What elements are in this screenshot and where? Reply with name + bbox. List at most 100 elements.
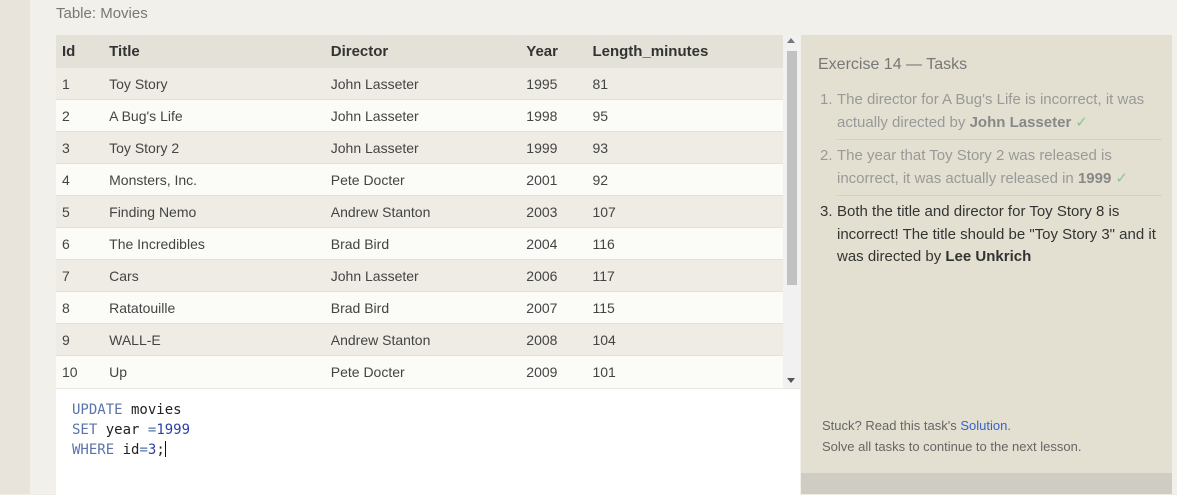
cell-year: 2008	[526, 323, 593, 356]
task-item-3: 3. Both the title and director for Toy St…	[818, 201, 1162, 269]
sql-editor[interactable]: UPDATE movies SET year =1999 WHERE id=3;	[56, 388, 800, 495]
sql-code[interactable]: UPDATE movies SET year =1999 WHERE id=3;	[72, 400, 190, 460]
task-list: 1. The director for A Bug's Life is incor…	[818, 89, 1162, 269]
table-row: 10 Up Pete Docter 2009 101	[56, 355, 783, 387]
stuck-suffix: .	[1007, 418, 1011, 433]
cell-title: Finding Nemo	[109, 195, 331, 228]
cell-title: Ratatouille	[109, 291, 331, 324]
cell-length: 107	[592, 195, 783, 228]
table-row: 6 The Incredibles Brad Bird 2004 116	[56, 227, 783, 260]
cell-length: 101	[592, 355, 783, 387]
task-item-2: 2. The year that Toy Story 2 was released…	[818, 145, 1162, 190]
scrollbar-thumb[interactable]	[787, 51, 797, 285]
table-row: 4 Monsters, Inc. Pete Docter 2001 92	[56, 163, 783, 196]
table-row: 8 Ratatouille Brad Bird 2007 115	[56, 291, 783, 324]
cell-length: 95	[592, 99, 783, 132]
cell-length: 115	[592, 291, 783, 324]
sql-keyword: WHERE	[72, 442, 115, 458]
checkmark-icon: ✓	[1115, 169, 1128, 187]
cell-length: 93	[592, 131, 783, 164]
cell-year: 2009	[526, 355, 593, 387]
table-row: 9 WALL-E Andrew Stanton 2008 104	[56, 323, 783, 356]
task-divider	[837, 139, 1162, 140]
cell-id: 1	[56, 67, 110, 100]
task-bold-text: 1999	[1077, 169, 1112, 187]
cell-director: Andrew Stanton	[330, 323, 527, 356]
tasks-panel: Exercise 14 — Tasks 1. The director for A…	[801, 35, 1172, 494]
task-number: 3.	[820, 203, 833, 220]
cell-director: John Lasseter	[330, 259, 527, 292]
cell-length: 117	[592, 259, 783, 292]
cell-title: Up	[109, 355, 331, 387]
cell-title: The Incredibles	[109, 227, 331, 260]
cell-id: 8	[56, 291, 110, 324]
cell-year: 2004	[526, 227, 593, 260]
sql-keyword: SET	[72, 422, 98, 438]
task-item-1: 1. The director for A Bug's Life is incor…	[818, 89, 1162, 134]
cell-director: John Lasseter	[330, 131, 527, 164]
stuck-prefix: Stuck? Read this task's	[822, 418, 961, 433]
table-scrollbar[interactable]	[783, 35, 800, 388]
cell-year: 2007	[526, 291, 593, 324]
cell-title: Toy Story	[109, 67, 331, 100]
cell-director: Pete Docter	[330, 355, 527, 387]
cell-year: 2006	[526, 259, 593, 292]
solution-link[interactable]: Solution	[960, 418, 1008, 433]
cell-length: 81	[592, 67, 783, 100]
left-margin	[0, 0, 30, 494]
cell-id: 4	[56, 163, 110, 196]
sql-text: id	[114, 442, 140, 458]
table-row: 7 Cars John Lasseter 2006 117	[56, 259, 783, 292]
cell-title: WALL-E	[109, 323, 331, 356]
cell-id: 3	[56, 131, 110, 164]
cell-year: 2001	[526, 163, 593, 196]
exercise-title: Exercise 14 — Tasks	[818, 56, 968, 73]
cell-id: 2	[56, 99, 110, 132]
task-bold-text: John Lasseter	[969, 113, 1072, 131]
cell-director: Pete Docter	[330, 163, 527, 196]
column-header-director: Director	[330, 35, 527, 68]
cell-year: 1999	[526, 131, 593, 164]
cell-id: 9	[56, 323, 110, 356]
cell-director: John Lasseter	[330, 67, 527, 100]
table-caption: Table: Movies	[56, 5, 148, 22]
cell-director: John Lasseter	[330, 99, 527, 132]
table-row: 3 Toy Story 2 John Lasseter 1999 93	[56, 131, 783, 164]
cell-title: Toy Story 2	[109, 131, 331, 164]
cell-director: Brad Bird	[330, 291, 527, 324]
sql-keyword: UPDATE	[72, 402, 123, 418]
task-text: The year that Toy Story 2 was released i…	[837, 147, 1112, 187]
task-number: 2.	[820, 147, 833, 164]
cell-year: 2003	[526, 195, 593, 228]
cell-id: 7	[56, 259, 110, 292]
cell-id: 10	[56, 355, 110, 387]
cell-title: A Bug's Life	[109, 99, 331, 132]
cell-length: 104	[592, 323, 783, 356]
cell-director: Brad Bird	[330, 227, 527, 260]
cell-id: 6	[56, 227, 110, 260]
sql-number: 1999	[156, 422, 191, 438]
cell-year: 1995	[526, 67, 593, 100]
column-header-id: Id	[56, 35, 110, 68]
tasks-footer-bar	[801, 473, 1172, 494]
table-row: 1 Toy Story John Lasseter 1995 81	[56, 67, 783, 100]
sql-number: 3	[147, 442, 157, 458]
sql-text: movies	[122, 402, 182, 418]
sql-text: ;	[156, 442, 165, 458]
sql-operator: =	[147, 422, 157, 438]
scroll-up-arrow-icon[interactable]	[787, 38, 795, 43]
cell-id: 5	[56, 195, 110, 228]
task-number: 1.	[820, 91, 833, 108]
scroll-down-arrow-icon[interactable]	[787, 378, 795, 383]
task-divider	[837, 195, 1162, 196]
cell-title: Monsters, Inc.	[109, 163, 331, 196]
cell-year: 1998	[526, 99, 593, 132]
table-row: 5 Finding Nemo Andrew Stanton 2003 107	[56, 195, 783, 228]
cell-length: 92	[592, 163, 783, 196]
cell-length: 116	[592, 227, 783, 260]
solve-all-hint: Solve all tasks to continue to the next …	[822, 439, 1082, 454]
cell-title: Cars	[109, 259, 331, 292]
